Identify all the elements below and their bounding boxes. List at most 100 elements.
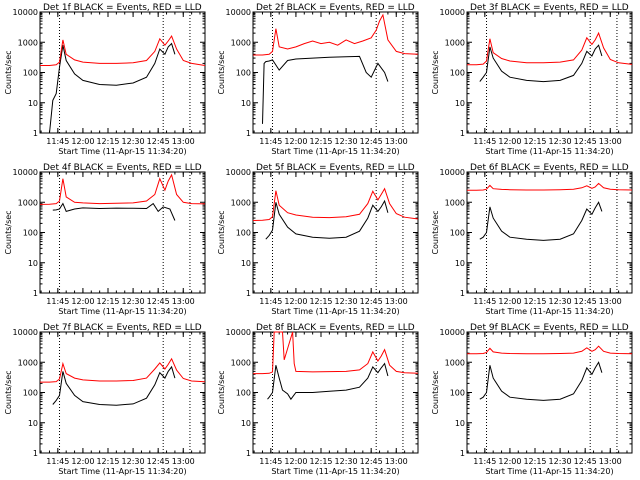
x-tick-label: 13:00: [599, 137, 622, 146]
x-tick-label: 12:15: [523, 137, 546, 146]
events-series-line: [267, 362, 389, 401]
y-tick-label: 1000: [18, 198, 38, 207]
x-tick-label: 12:15: [96, 137, 119, 146]
x-axis-label: Start Time (11-Apr-15 11:34:20): [58, 147, 186, 156]
x-axis-label: Start Time (11-Apr-15 11:34:20): [58, 467, 186, 476]
x-tick-label: 12:15: [309, 137, 332, 146]
plot-frame: [252, 171, 419, 294]
x-tick-label: 12:00: [71, 137, 94, 146]
y-tick-label: 10000: [226, 168, 251, 177]
x-tick-label: 11:45: [473, 297, 496, 306]
y-axis-label: Counts/sec: [217, 210, 226, 254]
x-tick-label: 12:30: [549, 297, 572, 306]
y-tick-label: 1: [33, 449, 38, 458]
y-tick-label: 10000: [13, 8, 38, 17]
x-tick-label: 12:45: [574, 457, 597, 466]
y-tick-label: 1000: [18, 38, 38, 47]
y-tick-label: 10: [28, 99, 38, 108]
y-tick-label: 1: [246, 449, 251, 458]
x-tick-label: 13:00: [172, 297, 195, 306]
detector-panel-5: Det 5f BLACK = Events, RED = LLD 1 10 100 10…: [217, 163, 419, 316]
events-series-line: [479, 201, 603, 241]
panel-title: Det 3f BLACK = Events, RED = LLD: [470, 3, 629, 13]
x-tick-label: 12:00: [498, 457, 521, 466]
y-tick-label: 10000: [440, 168, 465, 177]
y-tick-label: 10: [241, 99, 251, 108]
detector-panel-9: Det 9f BLACK = Events, RED = LLD 1 10 100 10…: [431, 323, 633, 476]
x-tick-label: 12:30: [335, 297, 358, 306]
x-tick-label: 12:30: [122, 457, 145, 466]
y-tick-label: 10: [455, 419, 465, 428]
x-tick-label: 12:00: [284, 457, 307, 466]
y-tick-label: 10: [455, 259, 465, 268]
detector-panel-3: Det 3f BLACK = Events, RED = LLD 1 10 100 10…: [431, 3, 633, 156]
events-series-line: [479, 44, 603, 83]
panel-title: Det 9f BLACK = Events, RED = LLD: [470, 323, 629, 333]
x-tick-label: 11:45: [259, 457, 282, 466]
y-tick-label: 1000: [231, 38, 251, 47]
x-axis-label: Start Time (11-Apr-15 11:34:20): [58, 307, 186, 316]
y-tick-label: 1000: [445, 198, 465, 207]
events-series-line: [52, 365, 176, 406]
y-tick-label: 10: [455, 99, 465, 108]
x-tick-label: 12:45: [360, 137, 383, 146]
y-tick-label: 10000: [13, 328, 38, 337]
lld-series-line: [467, 345, 633, 355]
panel-title: Det 2f BLACK = Events, RED = LLD: [256, 3, 415, 13]
x-tick-label: 12:00: [498, 297, 521, 306]
x-tick-label: 12:45: [360, 297, 383, 306]
detector-panel-4: Det 4f BLACK = Events, RED = LLD 1 10 100 10…: [4, 163, 206, 316]
x-tick-label: 11:45: [46, 137, 69, 146]
x-tick-label: 13:00: [599, 457, 622, 466]
x-tick-label: 11:45: [473, 457, 496, 466]
x-axis-label: Start Time (11-Apr-15 11:34:20): [271, 467, 399, 476]
lld-series-line: [39, 173, 206, 205]
panel-title: Det 5f BLACK = Events, RED = LLD: [256, 163, 415, 173]
events-series-line: [479, 361, 603, 401]
x-tick-label: 11:45: [473, 137, 496, 146]
y-tick-label: 100: [236, 69, 251, 78]
events-series-line: [52, 202, 176, 221]
y-tick-label: 10: [241, 259, 251, 268]
lld-series-line: [467, 31, 633, 66]
y-tick-label: 1000: [445, 38, 465, 47]
y-tick-label: 100: [236, 389, 251, 398]
panel-title: Det 8f BLACK = Events, RED = LLD: [256, 323, 415, 333]
x-tick-label: 12:15: [523, 297, 546, 306]
x-tick-label: 13:00: [385, 297, 408, 306]
y-tick-label: 100: [23, 229, 38, 238]
y-tick-label: 10: [241, 419, 251, 428]
x-tick-label: 13:00: [385, 457, 408, 466]
y-tick-label: 1: [246, 289, 251, 298]
events-series-line: [47, 42, 176, 134]
x-tick-label: 12:30: [335, 137, 358, 146]
y-tick-label: 100: [450, 389, 465, 398]
x-tick-label: 12:30: [549, 457, 572, 466]
x-tick-label: 13:00: [172, 137, 195, 146]
x-tick-label: 12:30: [549, 137, 572, 146]
x-tick-label: 12:45: [574, 297, 597, 306]
x-tick-label: 12:30: [122, 137, 145, 146]
panel-title: Det 1f BLACK = Events, RED = LLD: [43, 3, 202, 13]
plot-frame: [252, 331, 419, 454]
x-tick-label: 12:15: [309, 297, 332, 306]
x-tick-label: 12:45: [147, 137, 170, 146]
x-tick-label: 12:00: [284, 137, 307, 146]
lld-series-line: [40, 35, 206, 66]
y-tick-label: 100: [450, 69, 465, 78]
x-axis-label: Start Time (11-Apr-15 11:34:20): [271, 147, 399, 156]
panel-title: Det 6f BLACK = Events, RED = LLD: [470, 163, 629, 173]
x-tick-label: 11:45: [46, 297, 69, 306]
y-tick-label: 100: [23, 69, 38, 78]
plot-frame: [39, 331, 206, 454]
y-tick-label: 10: [28, 419, 38, 428]
panel-title: Det 4f BLACK = Events, RED = LLD: [43, 163, 202, 173]
x-tick-label: 12:15: [96, 297, 119, 306]
events-series-line: [265, 199, 389, 240]
y-axis-label: Counts/sec: [431, 50, 440, 94]
y-tick-label: 1000: [231, 198, 251, 207]
lld-series-line: [467, 182, 633, 191]
detector-panel-8: Det 8f BLACK = Events, RED = LLD 1 10 100 10…: [217, 323, 419, 476]
panel-title: Det 7f BLACK = Events, RED = LLD: [43, 323, 202, 333]
